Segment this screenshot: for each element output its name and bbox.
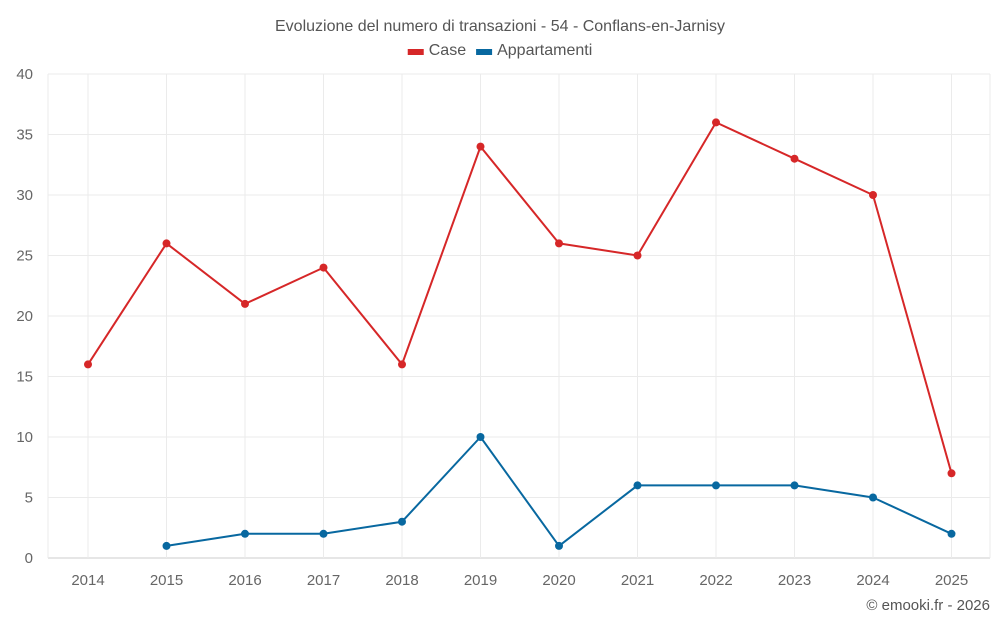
x-tick-label: 2019 <box>464 572 497 589</box>
x-tick-label: 2023 <box>778 572 811 589</box>
x-tick-label: 2015 <box>150 572 183 589</box>
legend-item-case[interactable]: Case <box>407 42 466 59</box>
data-point[interactable] <box>869 191 877 199</box>
credit-text: © emooki.fr - 2026 <box>866 597 990 614</box>
y-tick-label: 25 <box>16 248 33 265</box>
data-point[interactable] <box>84 360 92 369</box>
data-point[interactable] <box>869 493 877 502</box>
y-axis-ticks: 0 5 10 15 20 25 30 35 40 <box>16 66 33 567</box>
data-point[interactable] <box>476 142 485 151</box>
x-tick-label: 2014 <box>71 572 104 589</box>
y-tick-label: 5 <box>25 490 33 507</box>
y-tick-label: 30 <box>16 187 33 204</box>
data-point[interactable] <box>241 299 249 308</box>
legend-label: Case <box>429 42 466 59</box>
data-point[interactable] <box>790 481 799 490</box>
series-line <box>87 121 953 474</box>
x-tick-label: 2022 <box>699 572 732 589</box>
x-tick-label: 2025 <box>935 572 968 589</box>
data-point[interactable] <box>947 469 956 478</box>
grid-lines <box>47 73 991 559</box>
x-tick-label: 2020 <box>542 572 575 589</box>
data-point[interactable] <box>319 263 328 272</box>
data-point[interactable] <box>398 360 406 369</box>
x-tick-label: 2021 <box>621 572 654 589</box>
y-tick-label: 0 <box>25 550 33 567</box>
data-point[interactable] <box>319 529 328 538</box>
legend-swatch <box>476 49 493 55</box>
y-tick-label: 15 <box>16 369 33 386</box>
data-point[interactable] <box>947 529 956 538</box>
data-point[interactable] <box>555 239 563 248</box>
legend-label: Appartamenti <box>497 42 592 59</box>
data-point[interactable] <box>633 481 642 490</box>
data-point[interactable] <box>633 251 642 260</box>
data-point[interactable] <box>162 541 171 550</box>
data-point[interactable] <box>712 118 720 127</box>
y-tick-label: 20 <box>16 308 33 325</box>
y-tick-label: 40 <box>16 66 33 83</box>
data-point[interactable] <box>555 541 563 550</box>
legend-swatch <box>407 49 424 55</box>
x-tick-label: 2024 <box>856 572 889 589</box>
y-tick-label: 35 <box>16 127 33 144</box>
data-point[interactable] <box>712 481 720 490</box>
x-tick-label: 2016 <box>228 572 261 589</box>
x-tick-label: 2017 <box>307 572 340 589</box>
data-point[interactable] <box>241 529 249 538</box>
data-point[interactable] <box>790 154 799 163</box>
y-tick-label: 10 <box>16 429 33 446</box>
series-appartamenti <box>162 433 956 550</box>
data-point[interactable] <box>162 239 171 248</box>
chart-title: Evoluzione del numero di transazioni - 5… <box>275 18 725 35</box>
x-tick-label: 2018 <box>385 572 418 589</box>
x-axis-ticks: 2014 2015 2016 2017 2018 2019 2020 2021 2022 2023… <box>71 572 968 589</box>
data-point[interactable] <box>476 433 485 441</box>
series-case <box>84 118 956 478</box>
series-group <box>84 118 956 550</box>
legend-item-appartamenti[interactable]: Appartamenti <box>476 42 592 59</box>
chart-legend: Case Appartamenti <box>407 42 592 59</box>
data-point[interactable] <box>398 517 406 526</box>
